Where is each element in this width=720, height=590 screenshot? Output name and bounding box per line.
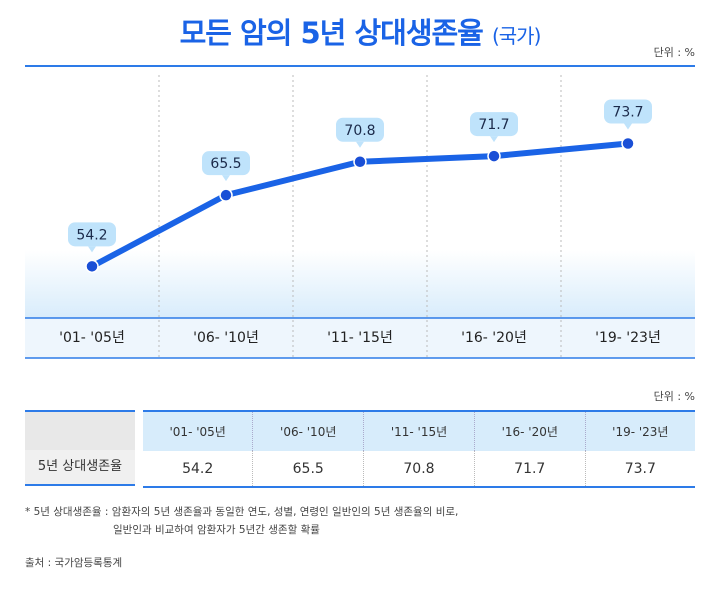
data-label-pointer — [88, 246, 96, 253]
table-header-cell: '19- '23년 — [584, 411, 695, 451]
data-label: 65.5 — [210, 156, 241, 172]
footnote-term: * 5년 상대생존율 : — [25, 506, 109, 518]
page-title: 모든 암의 5년 상대생존율 (국가) — [179, 16, 542, 50]
data-label-pointer — [222, 175, 230, 182]
data-label: 70.8 — [344, 123, 375, 139]
table-unit-label: 단위 : % — [653, 390, 695, 403]
table-header-cell: '06- '10년 — [252, 411, 364, 451]
table-header-cell: '16- '20년 — [473, 411, 586, 451]
data-label-bubble — [68, 222, 116, 247]
data-point — [621, 136, 635, 151]
table-value-cell: 65.5 — [252, 451, 364, 487]
table-header-cell: '01- '05년 — [169, 425, 226, 439]
x-tick-label: '16- '20년 — [461, 330, 527, 346]
data-label: 54.2 — [76, 227, 107, 243]
footnote-line2: 일반인과 비교하여 암환자가 5년간 생존할 확률 — [113, 524, 320, 536]
x-tick-label: '19- '23년 — [595, 330, 661, 346]
data-point — [353, 155, 367, 169]
table-value-cell: 71.7 — [473, 451, 586, 487]
data-label-bubble — [470, 112, 518, 137]
table-value-cell: 70.8 — [363, 451, 475, 487]
data-label-pointer — [356, 141, 364, 148]
data-label-bubble — [604, 99, 652, 124]
data-label-pointer — [490, 136, 498, 143]
footnote: * 5년 상대생존율 : 암환자의 5년 생존율과 동일한 연도, 성별, 연령… — [25, 503, 458, 539]
source-note: 출처 : 국가암등록통계 — [25, 557, 123, 569]
footnote-line1: 암환자의 5년 생존율과 동일한 연도, 성별, 연령인 일반인의 5년 생존율… — [111, 506, 459, 518]
x-tick-label: '11- '15년 — [327, 330, 393, 346]
x-tick-label: '06- '10년 — [193, 330, 259, 346]
data-point — [219, 188, 233, 202]
data-label-pointer — [624, 123, 632, 130]
table-row-header-column: 5년 상대생존율 — [25, 410, 135, 486]
data-point — [487, 149, 501, 163]
table-value-cell: 54.2 — [182, 460, 214, 477]
line-chart: 54.2 65.5 70.8 71.7 73.7 — [25, 65, 695, 359]
data-table: '01- '05년 '06- '10년 '11- '15년 '16- '20년 '19-… — [143, 410, 695, 488]
data-label: 73.7 — [612, 104, 643, 120]
data-point — [85, 259, 99, 274]
chart-unit-label: 단위 : % — [653, 46, 695, 59]
data-label-bubble — [336, 117, 384, 142]
table-value-cell: 73.7 — [584, 451, 695, 487]
data-label: 71.7 — [478, 117, 509, 133]
x-tick-label: '01- '05년 — [59, 330, 125, 346]
table-header-cell: '11- '15년 — [363, 411, 475, 451]
data-label-bubble — [202, 151, 250, 176]
table-row-label: 5년 상대생존율 — [25, 450, 135, 486]
